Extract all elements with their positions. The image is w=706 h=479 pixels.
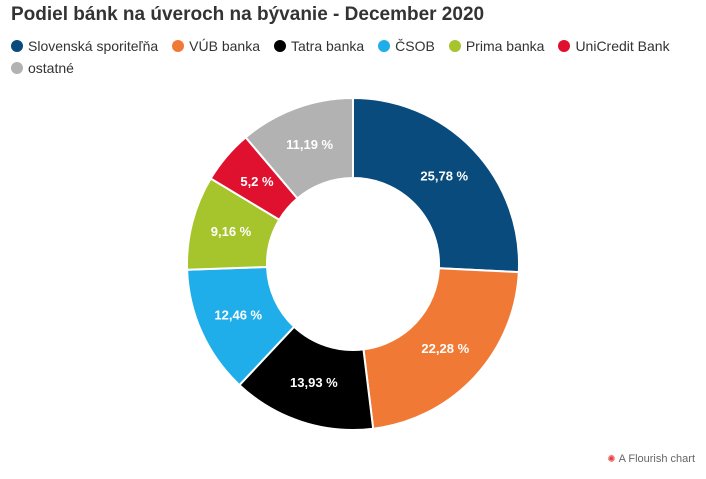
legend-label: VÚB banka: [189, 38, 260, 54]
donut-slice-1[interactable]: [362, 267, 520, 430]
slice-label-4: 9,16 %: [211, 224, 252, 239]
slice-label-3: 12,46 %: [214, 308, 262, 323]
legend-swatch: [172, 40, 185, 52]
credit-text: A Flourish chart: [618, 453, 695, 465]
chart-title: Podiel bánk na úveroch na bývanie - Dece…: [11, 4, 485, 25]
slice-label-6: 11,19 %: [286, 137, 333, 152]
legend-swatch: [378, 40, 391, 52]
flourish-logo-icon: ✺: [607, 453, 616, 465]
legend-swatch: [273, 40, 286, 52]
legend-item-vub-banka[interactable]: VÚB banka: [172, 38, 260, 54]
legend-item-csob[interactable]: ČSOB: [378, 38, 435, 54]
legend: Slovenská sporiteľňa VÚB banka Tatra ban…: [11, 38, 691, 76]
legend-item-ostatne[interactable]: ostatné: [11, 60, 74, 76]
legend-label: Prima banka: [465, 38, 545, 54]
legend-label: Slovenská sporiteľňa: [28, 38, 159, 54]
legend-item-tatra-banka[interactable]: Tatra banka: [273, 38, 365, 54]
legend-swatch: [448, 40, 461, 52]
flourish-credit[interactable]: ✺ A Flourish chart: [607, 453, 695, 465]
legend-label: Tatra banka: [290, 38, 365, 54]
slice-label-0: 25,78 %: [420, 169, 468, 184]
legend-label: ostatné: [28, 60, 74, 76]
legend-swatch: [11, 62, 23, 74]
legend-item-unicredit-bank[interactable]: UniCredit Bank: [558, 38, 670, 54]
slice-label-1: 22,28 %: [421, 341, 469, 356]
legend-swatch: [558, 40, 571, 52]
slice-label-2: 13,93 %: [290, 375, 338, 390]
legend-label: UniCredit Bank: [575, 38, 670, 54]
legend-item-prima-banka[interactable]: Prima banka: [448, 38, 545, 54]
legend-label: ČSOB: [395, 38, 435, 54]
donut-slice-6[interactable]: [244, 96, 354, 200]
slice-label-5: 5,2 %: [240, 174, 274, 189]
donut-slice-0[interactable]: [352, 96, 520, 274]
legend-item-slovenska-sporitelna[interactable]: Slovenská sporiteľňa: [11, 38, 158, 54]
legend-swatch: [11, 40, 23, 52]
